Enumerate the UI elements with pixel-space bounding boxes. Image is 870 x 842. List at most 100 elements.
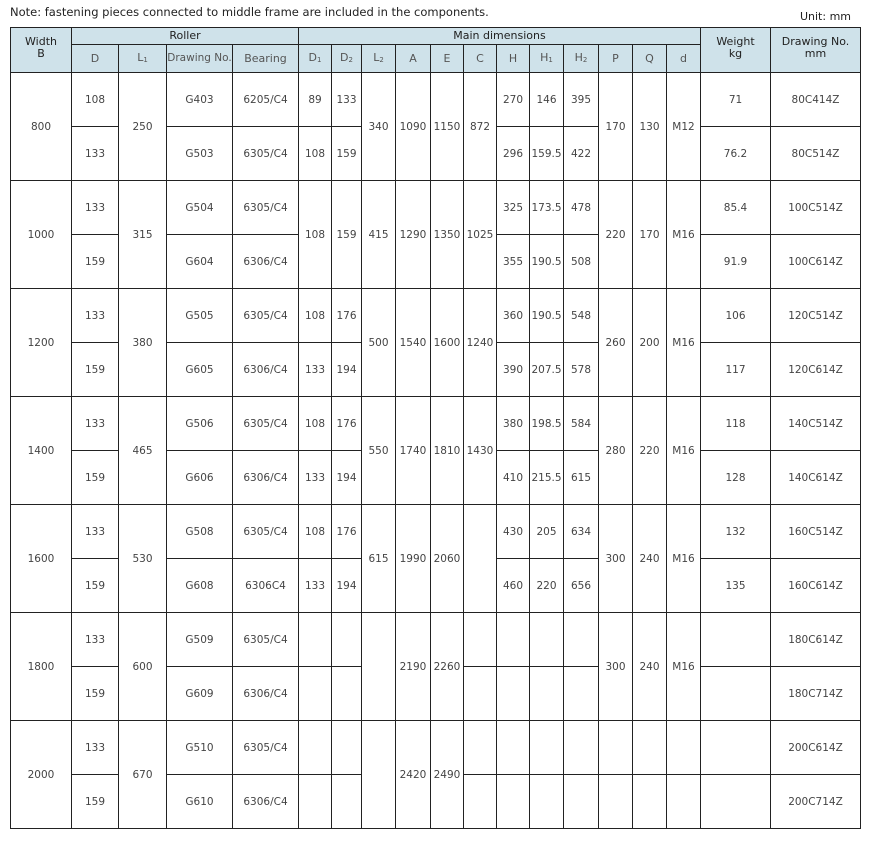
table-cell: 1350 xyxy=(430,180,464,289)
table-cell: 584 xyxy=(563,396,599,451)
table-cell: 91.9 xyxy=(700,234,771,289)
table-cell: 280 xyxy=(598,396,633,505)
table-cell: 120C614Z xyxy=(770,342,861,397)
table-cell xyxy=(361,612,396,721)
table-cell: 2260 xyxy=(430,612,464,721)
table-cell: 132 xyxy=(700,504,771,559)
subheader-l2: L2 xyxy=(361,44,396,73)
table-cell xyxy=(331,774,362,829)
table-cell: 2190 xyxy=(395,612,431,721)
table-cell: 1740 xyxy=(395,396,431,505)
table-cell: 6306/C4 xyxy=(232,450,299,505)
header-main-dimensions: Main dimensions xyxy=(298,27,701,45)
width-cell: 800 xyxy=(10,72,72,181)
table-cell xyxy=(666,774,701,829)
table-cell xyxy=(298,774,332,829)
table-cell: G604 xyxy=(166,234,233,289)
table-cell: 1430 xyxy=(463,396,497,505)
table-cell: 300 xyxy=(598,612,633,721)
table-cell: G509 xyxy=(166,612,233,667)
table-cell: 146 xyxy=(529,72,564,127)
table-cell: G605 xyxy=(166,342,233,397)
table-cell: 89 xyxy=(298,72,332,127)
table-cell: 194 xyxy=(331,450,362,505)
subheader-l1: L1 xyxy=(118,44,167,73)
table-cell: 530 xyxy=(118,504,167,613)
table-cell xyxy=(598,720,633,775)
table-cell: 380 xyxy=(118,288,167,397)
table-cell: 2490 xyxy=(430,720,464,829)
table-cell: 6305/C4 xyxy=(232,612,299,667)
table-cell xyxy=(598,774,633,829)
unit-label: Unit: mm xyxy=(799,10,851,23)
subheader-d: d xyxy=(666,44,701,73)
table-cell: 380 xyxy=(496,396,530,451)
table-cell: 108 xyxy=(298,504,332,559)
table-cell: 600 xyxy=(118,612,167,721)
subheader-d2: D2 xyxy=(331,44,362,73)
width-cell: 1600 xyxy=(10,504,72,613)
table-cell: 190.5 xyxy=(529,288,564,343)
table-cell: 133 xyxy=(331,72,362,127)
table-row: 1400 133 465 G506 6305/C4 108 176 550 1740 1810 14… xyxy=(10,396,861,505)
table-row: 133 G503 6305/C4 108 159 296 159.5 422 76.2 80C51… xyxy=(11,126,861,181)
table-cell: M16 xyxy=(666,612,701,721)
table-cell: 390 xyxy=(496,342,530,397)
table-cell: 478 xyxy=(563,180,599,235)
table-cell: 6306/C4 xyxy=(232,666,299,721)
table-cell: 315 xyxy=(118,180,167,289)
table-cell: 6205/C4 xyxy=(232,72,299,127)
table-cell: 1090 xyxy=(395,72,431,181)
table-cell: 6306C4 xyxy=(232,558,299,613)
table-cell: 1600 xyxy=(430,288,464,397)
table-cell: 170 xyxy=(598,72,633,181)
table-cell: 140C514Z xyxy=(770,396,861,451)
table-cell: 176 xyxy=(331,504,362,559)
subheader-d1: D1 xyxy=(298,44,332,73)
table-cell: 670 xyxy=(118,720,167,829)
table-cell: 508 xyxy=(563,234,599,289)
table-cell: 578 xyxy=(563,342,599,397)
table-cell: 100C514Z xyxy=(770,180,861,235)
table-cell: G510 xyxy=(166,720,233,775)
table-cell: 220 xyxy=(598,180,633,289)
table-cell: 133 xyxy=(71,126,119,181)
table-cell xyxy=(463,666,497,721)
table-cell: 615 xyxy=(361,504,396,613)
table-cell: 194 xyxy=(331,342,362,397)
table-row: 1200 133 380 G505 6305/C4 108 176 500 1540 1600 12… xyxy=(10,288,861,397)
table-cell: 1810 xyxy=(430,396,464,505)
width-cell: 1800 xyxy=(10,612,72,721)
note-text: Note: fastening pieces connected to midd… xyxy=(10,5,489,19)
table-cell: 240 xyxy=(632,504,667,613)
table-cell: 340 xyxy=(361,72,396,181)
table-cell: 220 xyxy=(529,558,564,613)
table-cell: 133 xyxy=(71,504,119,559)
table-cell: 133 xyxy=(298,342,332,397)
table-cell: 1540 xyxy=(395,288,431,397)
table-cell: 117 xyxy=(700,342,771,397)
table-cell xyxy=(331,612,362,667)
table-cell: 176 xyxy=(331,396,362,451)
width-cell: 1200 xyxy=(10,288,72,397)
table-cell: 108 xyxy=(298,396,332,451)
table-cell: 100C614Z xyxy=(770,234,861,289)
table-cell xyxy=(563,612,599,667)
table-cell xyxy=(563,666,599,721)
table-row: 1800 133 600 G509 6305/C4 2190 2260 300 240 M16 18… xyxy=(10,612,861,721)
table-cell xyxy=(563,720,599,775)
table-cell: 460 xyxy=(496,558,530,613)
subheader-h2: H2 xyxy=(563,44,599,73)
table-cell: 160C614Z xyxy=(770,558,861,613)
table-cell: 325 xyxy=(496,180,530,235)
table-cell: 80C414Z xyxy=(770,72,861,127)
table-cell: 1290 xyxy=(395,180,431,289)
table-cell: 220 xyxy=(632,396,667,505)
table-cell: G608 xyxy=(166,558,233,613)
table-cell xyxy=(331,666,362,721)
table-cell: 240 xyxy=(632,612,667,721)
table-cell xyxy=(632,720,667,775)
table-cell xyxy=(529,774,564,829)
table-cell: 465 xyxy=(118,396,167,505)
table-cell: 260 xyxy=(598,288,633,397)
